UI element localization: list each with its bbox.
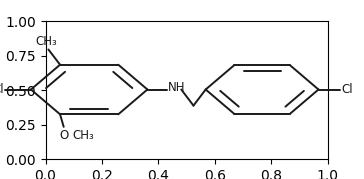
Text: CH₃: CH₃ — [73, 129, 95, 142]
Text: Cl: Cl — [0, 83, 4, 96]
Text: NH: NH — [168, 81, 186, 94]
Text: Cl: Cl — [341, 83, 353, 96]
Text: O: O — [59, 129, 68, 142]
Text: CH₃: CH₃ — [36, 35, 58, 48]
